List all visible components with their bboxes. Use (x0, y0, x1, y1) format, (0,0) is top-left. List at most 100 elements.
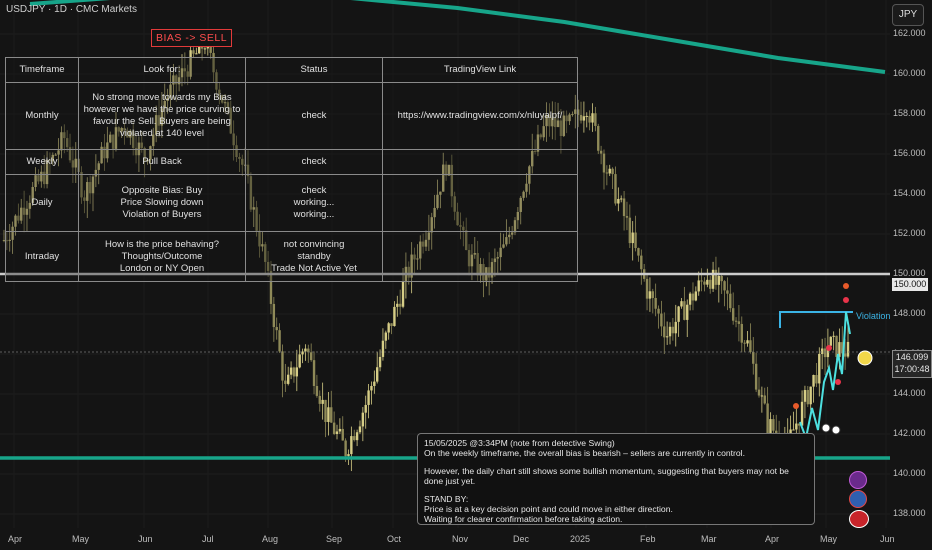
candle-body (823, 348, 827, 358)
candle-body (795, 423, 798, 430)
flag-icon[interactable] (849, 490, 867, 508)
plan-table: Timeframe Look for: Status TradingView L… (5, 57, 578, 282)
x-tick-label: Jun (880, 534, 895, 544)
candle-body (330, 407, 333, 423)
candle-body (347, 454, 350, 457)
candle-body (749, 340, 752, 352)
candle-body (278, 330, 281, 352)
candle-body (358, 426, 362, 433)
event-icon[interactable] (849, 510, 869, 528)
candle-body (680, 301, 683, 307)
currency-badge[interactable]: JPY (892, 4, 924, 26)
y-tick-label: 162.000 (893, 28, 926, 38)
candle-body (390, 323, 393, 327)
analysis-note: 15/05/2025 @3:34PM (note from detective … (417, 433, 815, 525)
x-tick-label: 2025 (570, 534, 591, 544)
x-tick-label: Apr (8, 534, 23, 544)
candle-body (321, 399, 324, 404)
candle-body (714, 269, 718, 285)
candle-body (622, 198, 626, 217)
candle-body (401, 281, 405, 307)
candle-body (287, 374, 290, 384)
emoji-marker[interactable] (857, 350, 873, 366)
y-tick-label: 144.000 (893, 388, 926, 398)
candle-body (620, 198, 623, 200)
col-header-link: TradingView Link (382, 57, 578, 83)
candle-body (378, 356, 382, 368)
candle-body (353, 436, 356, 441)
candle-body (304, 348, 307, 352)
candle-body (651, 291, 654, 298)
candle-body (665, 336, 669, 338)
candle-body (364, 404, 367, 413)
candle-body (599, 150, 603, 154)
candle-body (806, 390, 810, 405)
candle-body (324, 399, 327, 422)
signal-marker[interactable] (831, 425, 841, 435)
symbol-title[interactable]: USDJPY · 1D · CMC Markets (6, 4, 137, 15)
x-tick-label: Feb (640, 534, 656, 544)
candle-body (384, 332, 388, 341)
current-price-value: 146.099 (895, 352, 929, 362)
note-line: However, the daily chart still shows som… (424, 466, 789, 486)
x-tick-label: May (820, 534, 838, 544)
cell-look-for: No strong move towards my Bias however w… (78, 82, 246, 150)
candle-body (375, 367, 379, 382)
candle-body (602, 153, 606, 173)
candle-body (312, 360, 316, 386)
candle-body (841, 342, 844, 354)
signal-dot[interactable] (835, 379, 841, 385)
candle-body (355, 432, 359, 441)
candle-body (815, 375, 818, 384)
candle-body (663, 326, 666, 338)
cell-link[interactable]: https://www.tradingview.com/x/nluyalpf/ (382, 82, 578, 150)
candle-body (335, 431, 339, 434)
candle-body (393, 306, 396, 327)
candle-body (373, 381, 376, 386)
signal-marker[interactable] (821, 423, 831, 433)
signal-dot[interactable] (826, 345, 832, 351)
candle-body (789, 429, 792, 434)
candle-body (289, 367, 293, 375)
candle-body (826, 345, 830, 358)
cell-look-for: How is the price behaving? Thoughts/Outc… (78, 231, 246, 282)
candle-body (674, 321, 677, 334)
candle-body (301, 351, 304, 355)
candle-body (350, 436, 353, 455)
x-tick-label: Apr (765, 534, 780, 544)
swing-path (799, 311, 851, 442)
candle-body (763, 395, 766, 404)
candle-body (582, 116, 586, 121)
candle-body (772, 419, 775, 431)
candle-body (654, 297, 657, 309)
lightning-icon[interactable] (849, 471, 867, 489)
cell-link (382, 149, 578, 175)
candle-body (195, 53, 198, 55)
candle-body (588, 115, 591, 123)
signal-dot[interactable] (843, 283, 849, 289)
cell-status: check (245, 82, 383, 150)
violation-line (779, 311, 853, 328)
signal-markers (793, 283, 873, 435)
candle-body (344, 440, 347, 457)
cell-link (382, 231, 578, 282)
candle-body (746, 340, 749, 344)
signal-dot[interactable] (843, 297, 849, 303)
candle-body (723, 281, 726, 291)
candle-body (307, 348, 310, 353)
candle-body (737, 321, 741, 324)
candle-body (660, 313, 663, 327)
candle-body (281, 351, 284, 381)
signal-dot[interactable] (793, 403, 799, 409)
note-line: Price is at a key decision point and cou… (424, 503, 673, 514)
candle-body (700, 280, 703, 282)
candle-body (398, 303, 402, 307)
candle-body (797, 423, 801, 426)
candle-body (717, 275, 721, 285)
note-line: Waiting for clearer confirmation before … (424, 513, 623, 524)
y-tick-label: 140.000 (893, 468, 926, 478)
candle-body (645, 278, 649, 299)
candle-body (769, 419, 772, 434)
y-tick-label: 158.000 (893, 108, 926, 118)
x-tick-label: Dec (513, 534, 530, 544)
